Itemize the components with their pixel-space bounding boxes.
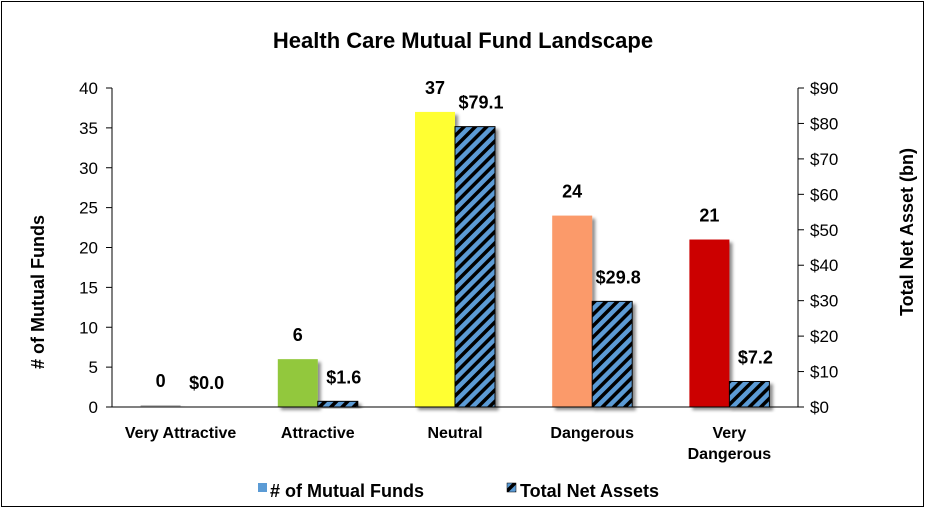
bar-assets-2 — [454, 126, 496, 408]
y-tick-label-left: 0 — [89, 398, 98, 417]
data-label-funds-1: 6 — [293, 325, 303, 345]
legend-label-funds: # of Mutual Funds — [270, 481, 424, 501]
category-label-0: Very Attractive — [125, 425, 237, 442]
category-label-4: Very — [712, 425, 746, 442]
bar-funds-0 — [140, 405, 181, 407]
y-tick-label-left: 40 — [79, 79, 98, 98]
chart-title: Health Care Mutual Fund Landscape — [273, 28, 653, 53]
data-label-assets-1: $1.6 — [326, 367, 361, 387]
bar-assets-1 — [317, 400, 359, 408]
bar-assets-4 — [728, 380, 770, 408]
data-label-funds-0: 0 — [156, 371, 166, 391]
category-label-3: Dangerous — [550, 425, 634, 442]
data-label-funds-3: 24 — [562, 182, 582, 202]
legend: # of Mutual Funds Total Net Assets — [258, 481, 659, 501]
y-axis-title-right: Total Net Asset (bn) — [897, 148, 917, 316]
y-tick-label-right: $30 — [810, 292, 838, 311]
legend-swatch-assets — [506, 482, 517, 493]
y-tick-label-left: 15 — [79, 278, 98, 297]
y-tick-label-left: 30 — [79, 159, 98, 178]
category-label-2: Neutral — [427, 425, 482, 442]
data-label-funds-4: 21 — [699, 206, 719, 226]
y-axis-title-left: # of Mutual Funds — [28, 215, 48, 369]
y-tick-label-left: 35 — [79, 119, 98, 138]
y-tick-label-left: 10 — [79, 318, 98, 337]
data-label-assets-2: $79.1 — [458, 93, 503, 113]
bar-funds-1 — [277, 359, 318, 407]
y-tick-label-right: $60 — [810, 185, 838, 204]
category-label-1: Attractive — [281, 425, 355, 442]
y-tick-label-right: $40 — [810, 256, 838, 275]
y-tick-label-left: 25 — [79, 199, 98, 218]
bar-funds-2 — [415, 111, 455, 408]
data-label-assets-3: $29.8 — [596, 267, 641, 287]
y-tick-label-right: $20 — [810, 327, 838, 346]
bar-assets-3 — [591, 300, 633, 408]
legend-swatch-funds — [258, 483, 267, 492]
legend-label-assets: Total Net Assets — [520, 481, 659, 501]
y-tick-label-left: 20 — [79, 239, 98, 258]
data-label-assets-0: $0.0 — [189, 373, 224, 393]
y-tick-label-right: $50 — [810, 221, 838, 240]
y-tick-label-left: 5 — [89, 358, 98, 377]
y-tick-label-right: $90 — [810, 79, 838, 98]
y-tick-label-right: $80 — [810, 114, 838, 133]
data-label-funds-2: 37 — [425, 78, 445, 98]
y-tick-label-right: $10 — [810, 363, 838, 382]
y-tick-label-right: $0 — [810, 398, 829, 417]
bar-funds-3 — [552, 215, 593, 407]
data-label-assets-4: $7.2 — [738, 347, 773, 367]
y-tick-label-right: $70 — [810, 150, 838, 169]
category-label-4: Dangerous — [688, 446, 772, 463]
bar-funds-4 — [689, 239, 730, 407]
